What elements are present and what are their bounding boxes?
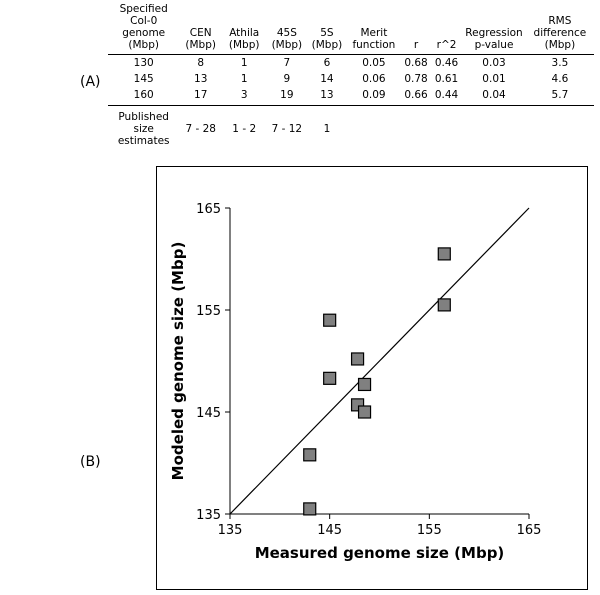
panel-b-label: (B) (80, 454, 101, 470)
table-cell (347, 106, 402, 150)
table-cell: 4.6 (551, 73, 569, 85)
table-cell: 0.46 (434, 57, 459, 69)
header-specified-genome: Specified Col-0 genome (Mbp) (119, 3, 168, 51)
table-cell: 19 (280, 89, 294, 101)
header-rms-difference: RMS difference (Mbp) (533, 15, 587, 51)
table-cell: 1 (240, 57, 248, 69)
data-point (303, 448, 317, 462)
table-cell (526, 106, 594, 150)
table-cell: 0.09 (362, 89, 386, 101)
header-5s: 5S (Mbp) (311, 27, 343, 51)
y-tick-label: 145 (196, 406, 221, 421)
x-axis-label: Measured genome size (Mbp) (255, 544, 505, 562)
identity-line (229, 207, 530, 515)
table-cell: 1 - 2 (232, 123, 257, 135)
published-estimates-label: Published size estimates (117, 111, 170, 147)
table-cell: 7 - 28 (185, 123, 216, 135)
table-cell: 160 (133, 89, 154, 101)
table-cell: 3 (240, 89, 248, 101)
data-point (437, 298, 451, 312)
table-cell: 0.03 (482, 57, 506, 69)
table-cell: 9 (283, 73, 291, 85)
table-cell (401, 106, 431, 150)
x-tick-label: 135 (218, 523, 243, 538)
table-row: 160 17 3 19 13 0.09 0.66 0.44 0.04 5.7 (108, 87, 594, 106)
table-cell: 0.44 (434, 89, 459, 101)
y-tick-label: 155 (196, 304, 221, 319)
scatter-chart: 135 145 155 165 135 145 155 165 Measured genome … (169, 202, 542, 562)
table-cell: 0.05 (362, 57, 386, 69)
header-r: r (413, 39, 419, 51)
table-cell (431, 106, 462, 150)
published-estimates-row: Published size estimates 7 - 28 1 - 2 7 - 1… (108, 105, 594, 150)
header-athila: Athila (Mbp) (228, 27, 260, 51)
chart-frame: 135 145 155 165 135 145 155 165 Measured genome … (156, 166, 588, 590)
table-cell: 0.01 (482, 73, 506, 85)
table-cell: 13 (320, 89, 334, 101)
table-cell: 17 (194, 89, 208, 101)
header-cen: CEN (Mbp) (185, 27, 216, 51)
y-tick-label: 135 (196, 508, 221, 523)
x-tick-label: 165 (517, 523, 542, 538)
data-point (357, 377, 372, 392)
table-cell: 7 - 12 (271, 123, 303, 135)
table-cell: 130 (133, 57, 154, 69)
table-cell: 0.78 (404, 73, 428, 85)
x-tick-label: 155 (417, 523, 442, 538)
table-row: 145 13 1 9 14 0.06 0.78 0.61 0.01 4.6 (108, 71, 594, 87)
table-cell: 14 (320, 73, 334, 85)
table-row: 130 8 1 7 6 0.05 0.68 0.46 0.03 3.5 (108, 55, 594, 72)
data-point (350, 352, 365, 366)
table-cell: 7 (283, 57, 291, 69)
header-merit-function: Merit function (352, 27, 396, 51)
data-point (303, 502, 317, 516)
table-cell: 145 (133, 73, 154, 85)
header-45s: 45S (Mbp) (271, 27, 303, 51)
table-cell: 6 (323, 57, 331, 69)
data-point (323, 313, 337, 327)
table-cell: 8 (197, 57, 205, 69)
panel-a-label: (A) (80, 74, 101, 90)
header-r2: r^2 (436, 39, 457, 51)
data-point (437, 247, 451, 261)
table-cell: 0.04 (482, 89, 506, 101)
header-regression-p: Regression p-value (465, 27, 523, 51)
table-cell: 0.06 (362, 73, 386, 85)
data-point (323, 371, 337, 385)
table-cell: 1 (240, 73, 248, 85)
table-cell: 0.66 (404, 89, 428, 101)
table-cell (462, 106, 526, 150)
table-cell: 0.68 (404, 57, 428, 69)
x-tick-label: 145 (317, 523, 342, 538)
data-point (357, 405, 372, 419)
y-axis-label: Modeled genome size (Mbp) (169, 242, 187, 481)
y-tick-label: 165 (196, 202, 221, 217)
table-cell: 1 (323, 123, 331, 135)
table-header-row: Specified Col-0 genome (Mbp) CEN (Mbp) A… (108, 2, 594, 55)
table-cell: 3.5 (551, 57, 569, 69)
table-cell: 0.61 (434, 73, 459, 85)
genome-size-table: Specified Col-0 genome (Mbp) CEN (Mbp) A… (108, 2, 594, 149)
table-cell: 13 (194, 73, 208, 85)
table-cell: 5.7 (551, 89, 569, 101)
